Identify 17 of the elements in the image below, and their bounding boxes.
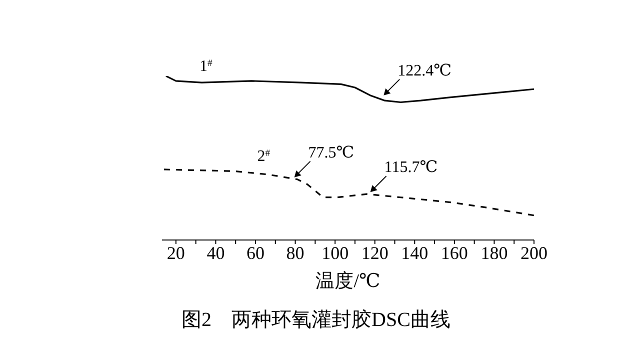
x-tick-label: 160 <box>440 242 468 263</box>
x-tick-label: 60 <box>246 242 264 263</box>
annotation: 122.4℃ <box>398 62 452 80</box>
annotation: 77.5℃ <box>308 144 354 162</box>
series-label: 1$^{#}$ <box>200 57 213 75</box>
x-tick-label: 180 <box>480 242 508 263</box>
x-tick-label: 120 <box>361 242 388 263</box>
x-tick-label: 100 <box>322 242 349 263</box>
annotation: 115.7℃ <box>384 159 438 176</box>
x-tick-label: 20 <box>166 242 185 263</box>
x-axis-title: 温度/℃ <box>314 270 382 294</box>
x-tick-label: 40 <box>206 242 225 263</box>
x-tick-label: 80 <box>286 242 304 263</box>
series-label: 2$^{#}$ <box>257 148 270 166</box>
x-tick-label: 140 <box>401 242 428 263</box>
x-tick-label: 200 <box>520 242 548 263</box>
text: 图2 两种环氧灌封胶DSC曲线 <box>180 308 452 333</box>
